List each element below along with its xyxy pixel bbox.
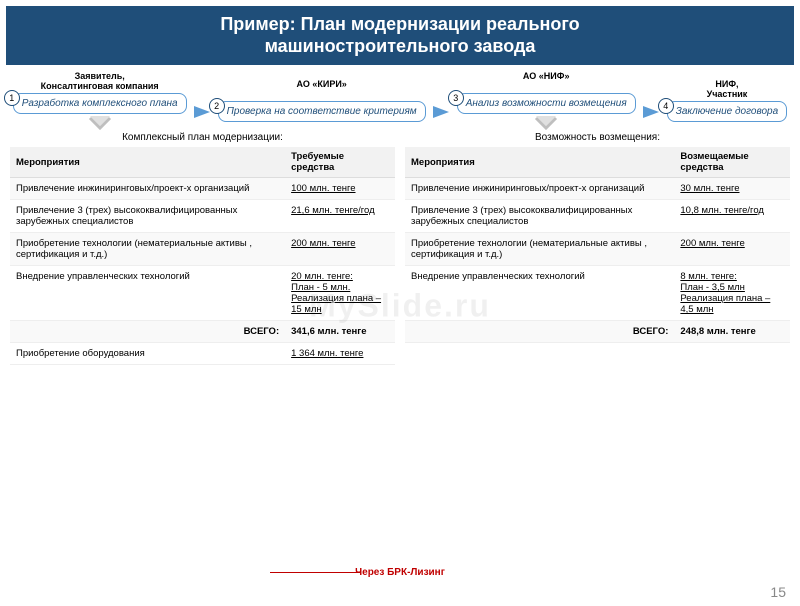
flow-step-4: НИФ,Участник 4 Заключение договора — [667, 79, 787, 122]
flow-box-1-text: Разработка комплексного плана — [22, 98, 178, 109]
flow-box-3: 3 Анализ возможности возмещения — [457, 93, 636, 114]
flow-box-1: 1 Разработка комплексного плана — [13, 93, 187, 114]
flow-box-3-text: Анализ возможности возмещения — [466, 98, 627, 109]
r-total-v: 248,8 млн. тенге — [674, 321, 790, 343]
flow-box-4-text: Заключение договора — [676, 106, 778, 117]
l-extra-b: 1 364 млн. тенге — [285, 343, 395, 365]
flow-step-3: АО «НИФ» 3 Анализ возможности возмещения — [457, 71, 636, 130]
flow-step-1: Заявитель,Консалтинговая компания 1 Разр… — [13, 71, 187, 130]
left-th2: Требуемые средства — [285, 147, 395, 178]
r-r3a: Приобретение технологии (нематериальные … — [405, 233, 674, 266]
l-r2a: Привлечение 3 (трех) высококвалифицирова… — [10, 200, 285, 233]
flow-label-4: НИФ,Участник — [707, 79, 748, 99]
r-r1b: 30 млн. тенге — [674, 178, 790, 200]
l-r3a: Приобретение технологии (нематериальные … — [10, 233, 285, 266]
arrow-down-1 — [88, 116, 112, 130]
left-table: МероприятияТребуемые средства Привлечени… — [10, 147, 395, 365]
l-r4a: Внедрение управленческих технологий — [10, 266, 285, 321]
arrow-3-4 — [643, 106, 659, 118]
title-line-1: Пример: План модернизации реального — [26, 14, 774, 36]
left-caption: Комплексный план модернизации: — [10, 132, 395, 143]
page-number: 15 — [770, 584, 786, 600]
flow-label-1: Заявитель,Консалтинговая компания — [41, 71, 159, 91]
r-total-l: ВСЕГО: — [405, 321, 674, 343]
step-num-1: 1 — [4, 90, 20, 106]
right-table-wrap: Возможность возмещения: МероприятияВозме… — [405, 130, 790, 365]
r-r4b: 8 млн. тенге: План - 3,5 млн Реализация … — [674, 266, 790, 321]
flow-label-3: АО «НИФ» — [523, 71, 570, 91]
l-r3b: 200 млн. тенге — [285, 233, 395, 266]
flow-box-2-text: Проверка на соответствие критериям — [227, 106, 417, 117]
step-num-3: 3 — [448, 90, 464, 106]
r-r4a: Внедрение управленческих технологий — [405, 266, 674, 321]
arrow-down-3 — [534, 116, 558, 130]
arrow-1-2 — [194, 106, 210, 118]
arrow-2-3 — [433, 106, 449, 118]
l-r1b: 100 млн. тенге — [285, 178, 395, 200]
flow-row: Заявитель,Консалтинговая компания 1 Разр… — [0, 67, 800, 130]
right-th1: Мероприятия — [405, 147, 674, 178]
l-r2b: 21,6 млн. тенге/год — [285, 200, 395, 233]
step-num-4: 4 — [658, 98, 674, 114]
r-r1a: Привлечение инжиниринговых/проект-х орга… — [405, 178, 674, 200]
l-extra-a: Приобретение оборудования — [10, 343, 285, 365]
right-th2: Возмещаемые средства — [674, 147, 790, 178]
slide-title: Пример: План модернизации реального маши… — [6, 6, 794, 65]
right-table: МероприятияВозмещаемые средства Привлече… — [405, 147, 790, 343]
right-caption: Возможность возмещения: — [405, 132, 790, 143]
flow-box-4: 4 Заключение договора — [667, 101, 787, 122]
leasing-line-left — [270, 572, 360, 573]
l-total-l: ВСЕГО: — [10, 321, 285, 343]
r-r3b: 200 млн. тенге — [674, 233, 790, 266]
title-line-2: машиностроительного завода — [26, 36, 774, 58]
leasing-label: Через БРК-Лизинг — [355, 567, 445, 578]
r-r2a: Привлечение 3 (трех) высококвалифицирова… — [405, 200, 674, 233]
flow-label-2: АО «КИРИ» — [296, 79, 346, 99]
l-r1a: Привлечение инжиниринговых/проект-х орга… — [10, 178, 285, 200]
l-r4b: 20 млн. тенге: План - 5 млн. Реализация … — [285, 266, 395, 321]
tables-row: Комплексный план модернизации: Мероприят… — [0, 130, 800, 365]
r-r2b: 10,8 млн. тенге/год — [674, 200, 790, 233]
l-total-v: 341,6 млн. тенге — [285, 321, 395, 343]
flow-box-2: 2 Проверка на соответствие критериям — [218, 101, 426, 122]
flow-step-2: АО «КИРИ» 2 Проверка на соответствие кри… — [218, 79, 426, 122]
step-num-2: 2 — [209, 98, 225, 114]
left-th1: Мероприятия — [10, 147, 285, 178]
left-table-wrap: Комплексный план модернизации: Мероприят… — [10, 130, 395, 365]
